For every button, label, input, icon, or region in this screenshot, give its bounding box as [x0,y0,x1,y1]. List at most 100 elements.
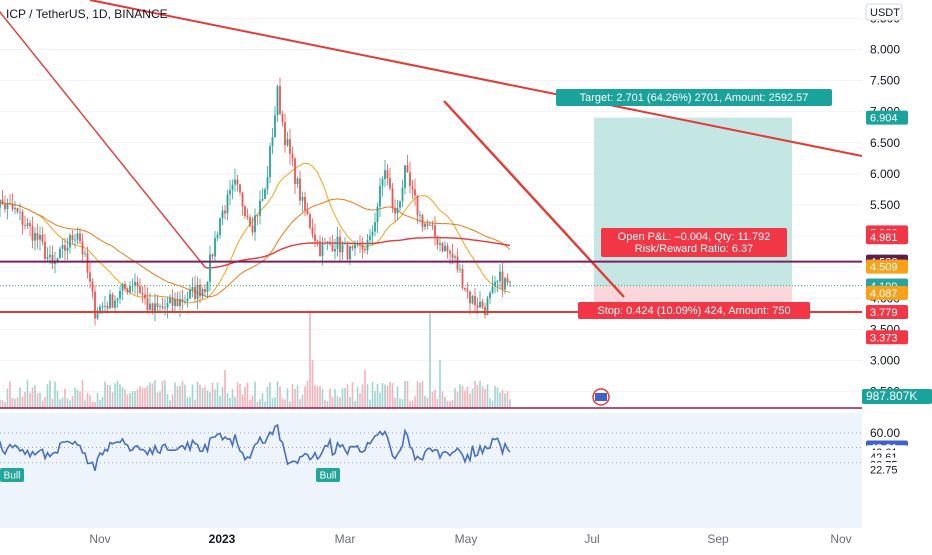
candle [469,291,471,304]
candle [296,178,299,184]
target-label [556,89,832,106]
volume-bar [196,381,199,408]
candle [31,226,34,241]
volume-bar [309,313,311,408]
candle [379,185,381,207]
pnl-label-text: Risk/Reward Ratio: 6.37 [635,243,754,255]
candle [279,86,281,115]
candle [391,188,394,208]
price-badge [866,230,908,245]
candle [29,223,31,227]
volume-bar [96,392,99,408]
volume-bar [271,398,274,408]
volume-bar [136,389,139,408]
candle [356,243,359,245]
candle [214,237,216,257]
volume-bar [346,384,349,408]
candle [396,207,399,214]
volume-bar [366,384,369,408]
candle [6,203,9,210]
candle [439,243,441,245]
volume-bar [464,390,466,408]
stop-label [578,302,810,319]
candle [336,236,339,250]
candle [299,178,301,201]
candle [306,210,309,215]
volume-bar [314,384,316,408]
volume-bars [0,313,932,409]
currency-label: USDT [870,7,900,19]
candle [509,281,511,283]
candle [86,253,89,273]
volume-bar [214,389,216,408]
volume-bar [409,400,411,408]
volume-bar [256,401,259,408]
volume-bar [194,399,196,408]
volume-bar [211,382,214,408]
volume-bar [386,386,389,408]
candle [16,207,19,212]
volume-badge-text: 987.807K [866,389,917,403]
candle [424,223,426,227]
volume-bar [94,401,96,408]
price-badge [866,305,908,319]
volume-bar [254,381,256,408]
volume-bar [384,384,386,408]
candle [21,211,24,225]
volume-bar [499,392,501,408]
volume-bar [279,386,281,408]
trend-lines[interactable] [0,0,863,313]
candle [151,303,154,311]
price-tick: 6.000 [870,167,900,181]
candle [419,214,421,216]
volume-bar [411,400,414,408]
volume-bar [141,387,144,408]
volume-bar [71,396,74,408]
x-tick: Jul [584,532,599,546]
candle [326,241,329,243]
target-zone [594,117,792,286]
candle [91,281,94,292]
candle [1,199,4,205]
candle [166,303,169,308]
price-badge [866,110,908,125]
volume-bar [46,384,49,408]
volume-bar [69,400,71,408]
rsi-pane [0,423,862,471]
volume-bar [154,380,156,408]
candle [64,245,66,251]
volume-bar [296,385,299,408]
candle [116,298,119,301]
candle [174,299,176,306]
candle [161,306,164,308]
volume-bar [1,400,4,408]
volume-bar [351,382,354,408]
volume-bar [21,396,24,408]
pnl-label-text: Open P&L: –0.004, Qty: 11.792 [618,231,771,243]
volume-bar [339,397,341,408]
candle [129,285,131,293]
volume-bar [204,386,206,408]
candle [219,218,221,235]
bull-label [316,468,340,482]
volume-bar [379,392,381,408]
volume-bar [311,360,314,408]
volume-bar [354,400,356,408]
candle [261,198,264,201]
volume-bar [276,381,279,408]
candle [229,189,231,195]
volume-bar [506,391,509,408]
candle [349,246,351,260]
rsi-line [0,423,511,471]
volume-bar [376,383,379,408]
price-badge [866,259,908,274]
price-tick: 7.500 [870,74,900,88]
volume-bar [54,381,56,408]
candle [169,297,171,304]
volume-bar [429,313,431,408]
volume-bar [24,391,26,408]
candle [4,204,6,210]
volume-bar [264,401,266,408]
